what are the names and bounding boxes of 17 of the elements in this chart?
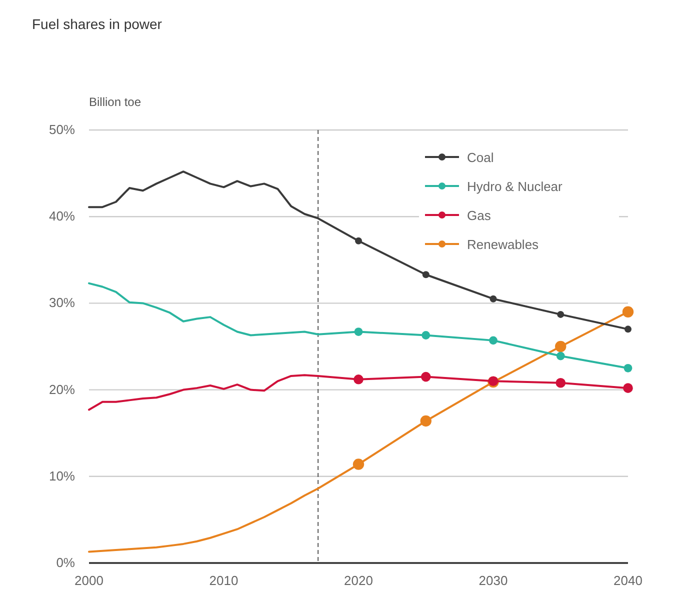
y-tick-label: 30% — [48, 295, 76, 310]
y-tick-label: 40% — [48, 208, 76, 224]
legend-label: Coal — [467, 150, 494, 165]
chart-title: Fuel shares in power — [32, 16, 162, 32]
y-tick-label: 20% — [48, 382, 76, 397]
x-tick-label: 2010 — [209, 573, 238, 588]
x-tick-label: 2030 — [478, 573, 508, 588]
legend-label: Gas — [467, 208, 492, 223]
legend-label: Hydro & Nuclear — [467, 179, 564, 194]
legend-label: Renewables — [467, 237, 540, 252]
x-tick-label: 2020 — [344, 573, 373, 588]
y-tick-label: 10% — [48, 468, 76, 484]
y-tick-label: 50% — [48, 122, 76, 137]
y-tick-label: 0% — [56, 555, 76, 570]
x-tick-label: 2040 — [614, 573, 642, 588]
y-axis-title: Billion toe — [89, 95, 142, 109]
x-tick-label: 2000 — [74, 573, 104, 588]
